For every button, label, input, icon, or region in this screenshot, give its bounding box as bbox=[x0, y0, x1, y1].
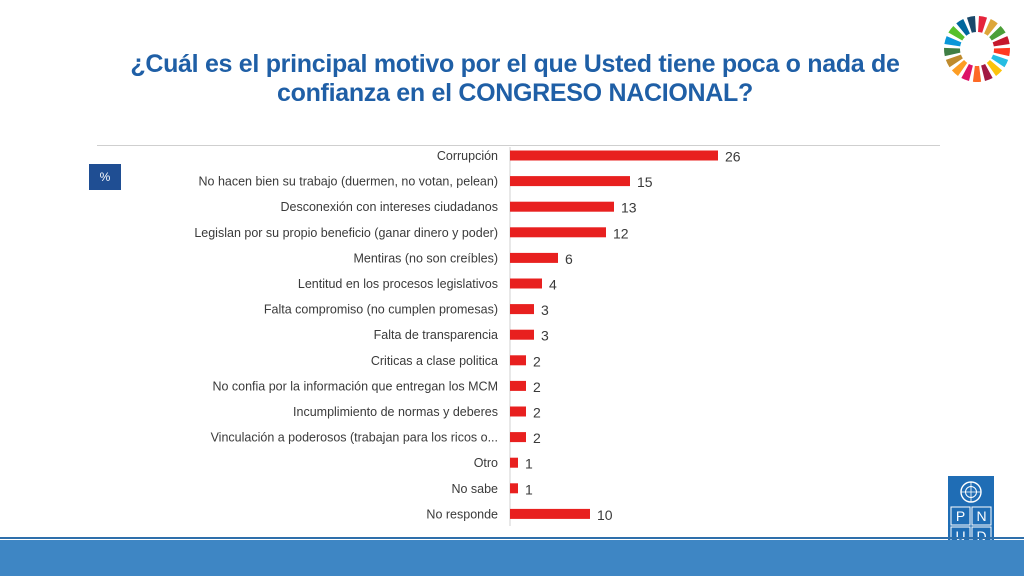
sdg-wheel-segment bbox=[944, 47, 961, 57]
footer-band bbox=[0, 540, 1024, 576]
category-label: Legislan por su propio beneficio (ganar … bbox=[194, 226, 498, 240]
sdg-wheel-segment bbox=[992, 36, 1010, 47]
category-label: No hacen bien su trabajo (duermen, no vo… bbox=[199, 175, 499, 189]
data-label: 2 bbox=[533, 430, 541, 446]
data-label: 6 bbox=[565, 251, 573, 267]
category-label: No confia por la información que entrega… bbox=[212, 379, 498, 393]
bar bbox=[510, 380, 526, 391]
bar bbox=[510, 457, 518, 468]
category-label: Otro bbox=[474, 456, 498, 470]
sdg-wheel-segment bbox=[972, 65, 982, 82]
bar bbox=[510, 304, 534, 315]
title-divider bbox=[97, 145, 940, 146]
footer-band-line bbox=[0, 537, 1024, 539]
sdg-wheel-segment bbox=[956, 19, 970, 36]
data-label: 2 bbox=[533, 379, 541, 395]
page-title: ¿Cuál es el principal motivo por el que … bbox=[130, 50, 900, 107]
data-label: 26 bbox=[725, 149, 741, 165]
sdg-wheel-segment bbox=[948, 25, 965, 41]
bar bbox=[510, 483, 518, 494]
bar bbox=[510, 201, 614, 212]
category-label: Desconexión con intereses ciudadanos bbox=[281, 200, 499, 214]
sdg-wheel-segment bbox=[951, 60, 968, 76]
bar bbox=[510, 329, 534, 340]
data-label: 4 bbox=[549, 277, 557, 293]
category-label: Corrupción bbox=[437, 149, 498, 163]
undp-letter: P bbox=[956, 508, 965, 524]
category-label: Criticas a clase politica bbox=[371, 354, 498, 368]
sdg-wheel-segment bbox=[984, 19, 998, 36]
category-label: Vinculación a poderosos (trabajan para l… bbox=[211, 431, 498, 445]
data-label: 10 bbox=[597, 507, 613, 523]
data-label: 3 bbox=[541, 328, 549, 344]
bar bbox=[510, 355, 526, 366]
category-label: No sabe bbox=[451, 482, 498, 496]
sdg-wheel-segment bbox=[961, 63, 973, 82]
category-label: Falta compromiso (no cumplen promesas) bbox=[264, 303, 498, 317]
bar bbox=[510, 406, 526, 417]
undp-letter-cell bbox=[950, 506, 971, 526]
undp-letter: D bbox=[976, 528, 986, 544]
sdg-wheel-segment bbox=[989, 25, 1006, 41]
bar bbox=[510, 150, 718, 161]
sdg-wheel-segment bbox=[991, 54, 1009, 68]
sdg-wheel-segment bbox=[986, 60, 1003, 76]
unit-badge: % bbox=[89, 164, 121, 190]
sdg-wheel-segment bbox=[944, 36, 962, 47]
data-label: 2 bbox=[533, 353, 541, 369]
category-label: Incumplimiento de normas y deberes bbox=[293, 405, 498, 419]
category-label: No responde bbox=[426, 507, 498, 521]
un-emblem-icon bbox=[960, 481, 982, 503]
bar bbox=[510, 252, 558, 263]
data-label: 13 bbox=[621, 200, 637, 216]
bar bbox=[510, 508, 590, 519]
sdg-wheel-segment bbox=[945, 54, 963, 68]
undp-letter: U bbox=[955, 528, 965, 544]
sdg-wheel-segment bbox=[993, 47, 1010, 57]
data-label: 2 bbox=[533, 405, 541, 421]
sdg-wheel-segment bbox=[981, 63, 993, 82]
category-label: Mentiras (no son creíbles) bbox=[353, 251, 498, 265]
data-label: 3 bbox=[541, 302, 549, 318]
data-label: 15 bbox=[637, 174, 653, 190]
data-label: 12 bbox=[613, 225, 629, 241]
data-label: 1 bbox=[525, 456, 533, 472]
data-label: 1 bbox=[525, 481, 533, 497]
category-label: Falta de transparencia bbox=[374, 328, 498, 342]
bar bbox=[510, 176, 630, 187]
sdg-color-wheel-icon bbox=[944, 16, 1010, 82]
bar bbox=[510, 227, 606, 238]
undp-letter: N bbox=[976, 508, 986, 524]
sdg-wheel-segment bbox=[978, 16, 988, 33]
bar bbox=[510, 278, 542, 289]
undp-letter-cell bbox=[971, 506, 992, 526]
bar bbox=[510, 432, 526, 443]
category-label: Lentitud en los procesos legislativos bbox=[298, 277, 498, 291]
sdg-wheel-segment bbox=[966, 16, 976, 33]
